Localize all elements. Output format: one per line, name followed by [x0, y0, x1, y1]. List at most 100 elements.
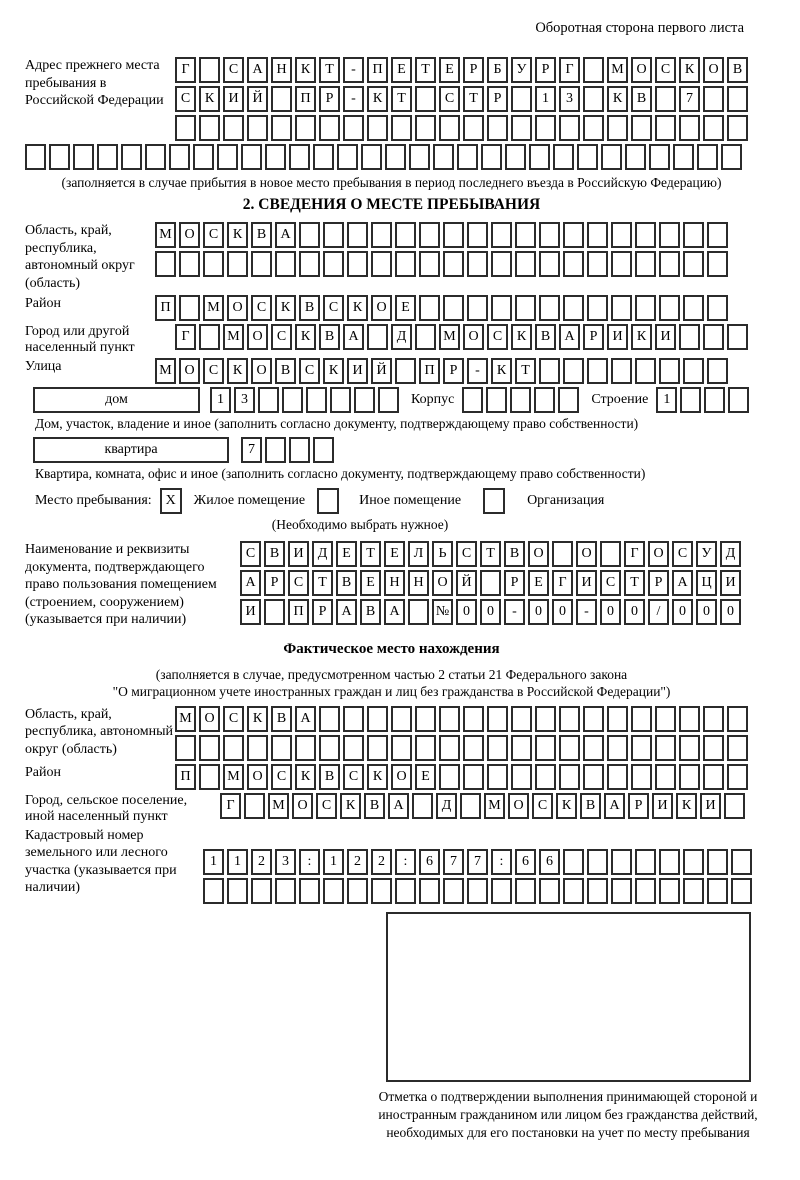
char-cell[interactable]: Б — [487, 57, 508, 83]
char-cell[interactable]: С — [299, 358, 320, 384]
char-cell[interactable] — [491, 295, 512, 321]
char-cell[interactable]: В — [319, 324, 340, 350]
char-cell[interactable] — [319, 705, 340, 732]
char-cell[interactable]: 0 — [672, 599, 693, 625]
char-cell[interactable] — [539, 877, 560, 904]
char-cell[interactable] — [703, 324, 724, 350]
char-cell[interactable] — [295, 734, 316, 761]
char-cell[interactable]: К — [340, 792, 361, 819]
char-cell[interactable]: А — [604, 792, 625, 819]
char-cell[interactable]: И — [720, 570, 741, 596]
char-cell[interactable] — [727, 324, 748, 350]
char-cell[interactable] — [559, 705, 580, 732]
char-cell[interactable]: Т — [624, 570, 645, 596]
char-cell[interactable] — [409, 144, 430, 170]
char-cell[interactable] — [199, 763, 220, 790]
char-cell[interactable] — [510, 387, 532, 413]
char-cell[interactable] — [343, 734, 364, 761]
char-cell[interactable]: А — [336, 599, 357, 625]
char-cell[interactable] — [486, 387, 508, 413]
char-cell[interactable] — [391, 705, 412, 732]
char-cell[interactable] — [703, 734, 724, 761]
char-cell[interactable] — [467, 877, 488, 904]
char-cell[interactable] — [275, 251, 296, 277]
char-cell[interactable] — [577, 144, 598, 170]
apartment-box[interactable]: квартира — [33, 437, 229, 463]
char-cell[interactable] — [247, 115, 268, 141]
char-cell[interactable] — [25, 144, 46, 170]
char-cell[interactable]: 7 — [443, 848, 464, 875]
checkbox-residential[interactable]: X — [159, 488, 182, 514]
char-cell[interactable] — [583, 705, 604, 732]
char-cell[interactable]: В — [336, 570, 357, 596]
char-cell[interactable] — [415, 324, 436, 350]
char-cell[interactable] — [491, 222, 512, 248]
char-cell[interactable]: О — [463, 324, 484, 350]
char-cell[interactable]: О — [292, 792, 313, 819]
char-cell[interactable] — [683, 848, 704, 875]
char-cell[interactable] — [727, 763, 748, 790]
char-cell[interactable] — [587, 222, 608, 248]
char-cell[interactable]: В — [727, 57, 748, 83]
char-cell[interactable]: В — [360, 599, 381, 625]
char-cell[interactable]: 1 — [203, 848, 224, 875]
char-cell[interactable]: С — [240, 541, 261, 567]
char-cell[interactable]: И — [576, 570, 597, 596]
char-cell[interactable]: П — [175, 763, 196, 790]
char-cell[interactable] — [721, 144, 742, 170]
char-cell[interactable] — [487, 763, 508, 790]
char-cell[interactable]: Р — [535, 57, 556, 83]
char-cell[interactable] — [467, 251, 488, 277]
char-cell[interactable] — [343, 705, 364, 732]
char-cell[interactable] — [145, 144, 166, 170]
char-cell[interactable]: : — [395, 848, 416, 875]
char-cell[interactable]: Н — [408, 570, 429, 596]
char-cell[interactable] — [395, 358, 416, 384]
char-cell[interactable] — [553, 144, 574, 170]
char-cell[interactable] — [463, 763, 484, 790]
char-cell[interactable]: Е — [439, 57, 460, 83]
char-cell[interactable]: Р — [443, 358, 464, 384]
char-cell[interactable] — [607, 705, 628, 732]
char-cell[interactable] — [179, 251, 200, 277]
char-cell[interactable] — [583, 57, 604, 83]
char-cell[interactable] — [703, 115, 724, 141]
char-cell[interactable] — [583, 763, 604, 790]
char-cell[interactable] — [583, 115, 604, 141]
char-cell[interactable] — [515, 877, 536, 904]
char-cell[interactable]: 1 — [210, 387, 231, 413]
char-cell[interactable] — [707, 295, 728, 321]
char-cell[interactable]: Г — [552, 570, 573, 596]
char-cell[interactable] — [707, 251, 728, 277]
char-cell[interactable]: 2 — [251, 848, 272, 875]
char-cell[interactable] — [727, 734, 748, 761]
char-cell[interactable] — [271, 115, 292, 141]
char-cell[interactable] — [679, 734, 700, 761]
char-cell[interactable]: / — [648, 599, 669, 625]
char-cell[interactable] — [391, 115, 412, 141]
char-cell[interactable]: М — [439, 324, 460, 350]
char-cell[interactable] — [683, 295, 704, 321]
char-cell[interactable] — [155, 251, 176, 277]
char-cell[interactable]: В — [535, 324, 556, 350]
char-cell[interactable]: Й — [371, 358, 392, 384]
char-cell[interactable] — [395, 251, 416, 277]
char-cell[interactable] — [265, 144, 286, 170]
char-cell[interactable]: 6 — [539, 848, 560, 875]
char-cell[interactable]: 0 — [624, 599, 645, 625]
char-cell[interactable]: О — [199, 705, 220, 732]
char-cell[interactable] — [679, 705, 700, 732]
char-cell[interactable] — [203, 251, 224, 277]
char-cell[interactable] — [367, 324, 388, 350]
char-cell[interactable] — [415, 705, 436, 732]
char-cell[interactable] — [611, 877, 632, 904]
char-cell[interactable]: К — [295, 324, 316, 350]
char-cell[interactable] — [683, 358, 704, 384]
char-cell[interactable] — [480, 570, 501, 596]
char-cell[interactable] — [223, 115, 244, 141]
char-cell[interactable] — [563, 251, 584, 277]
char-cell[interactable] — [419, 295, 440, 321]
char-cell[interactable] — [511, 763, 532, 790]
char-cell[interactable]: О — [703, 57, 724, 83]
char-cell[interactable] — [378, 387, 399, 413]
